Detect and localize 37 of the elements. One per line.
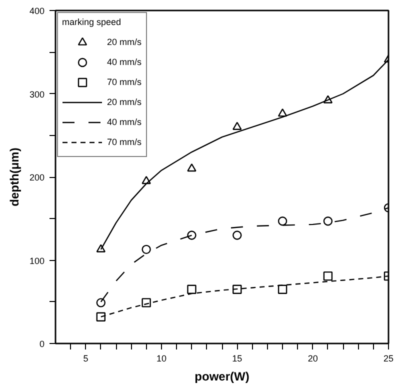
point xyxy=(232,284,242,294)
point xyxy=(187,230,196,240)
point xyxy=(96,244,106,252)
legend-label: 40 mm/s xyxy=(107,56,142,69)
point xyxy=(323,271,333,281)
point xyxy=(96,312,106,322)
legend-label: 20 mm/s xyxy=(107,36,142,49)
point xyxy=(278,284,288,294)
point xyxy=(187,284,196,294)
point xyxy=(278,216,288,226)
point xyxy=(142,176,151,184)
legend-label: 70 mm/s xyxy=(107,136,142,149)
point xyxy=(278,108,288,117)
point xyxy=(96,298,106,308)
legend-title: marking speed xyxy=(62,17,122,27)
x-tick-label: 5 xyxy=(83,354,88,364)
y-tick-label: 300 xyxy=(29,89,45,100)
y-axis-title: depth(μm) xyxy=(7,148,22,206)
x-tick-label: 15 xyxy=(232,354,242,364)
x-axis-title: power(W) xyxy=(194,370,250,384)
y-tick-label: 100 xyxy=(29,256,45,266)
y-tick-label: 200 xyxy=(29,172,45,182)
point xyxy=(232,230,242,240)
point xyxy=(142,298,151,308)
legend-label: 20 mm/s xyxy=(107,96,142,109)
point xyxy=(142,244,151,254)
point xyxy=(323,216,333,226)
x-tick-label: 25 xyxy=(383,354,394,364)
legend-label: 70 mm/s xyxy=(107,76,142,89)
point xyxy=(323,95,333,104)
y-tick-label: 0 xyxy=(39,339,45,349)
point xyxy=(232,122,242,130)
legend-label: 40 mm/s xyxy=(107,116,142,129)
x-tick-label: 10 xyxy=(156,354,166,364)
y-tick-label: 400 xyxy=(29,6,45,16)
point xyxy=(187,163,196,172)
x-tick-label: 20 xyxy=(308,354,318,364)
